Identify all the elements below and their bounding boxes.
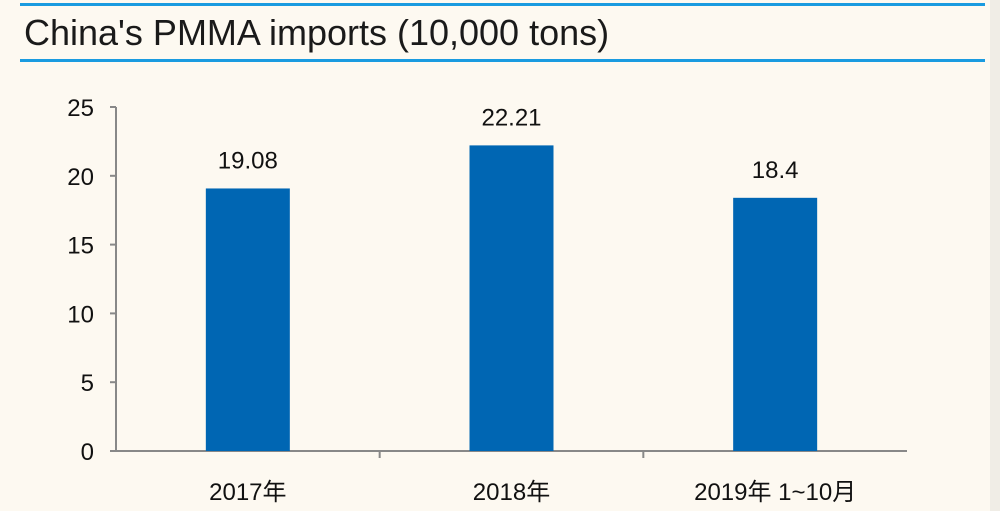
- data-label: 22.21: [481, 104, 541, 131]
- y-tick-label: 25: [67, 95, 94, 122]
- top-rule: [20, 3, 985, 6]
- x-tick-label: 2017年: [209, 479, 286, 506]
- y-tick-label: 0: [81, 439, 94, 466]
- chart-title: China's PMMA imports (10,000 tons): [24, 12, 610, 53]
- y-tick-label: 5: [81, 370, 94, 397]
- data-label: 18.4: [752, 157, 799, 184]
- y-tick-label: 20: [67, 164, 94, 191]
- title-underline: [20, 59, 985, 62]
- x-tick-label: 2019年 1~10月: [694, 479, 856, 506]
- bar: [205, 188, 290, 451]
- bar: [733, 197, 818, 451]
- data-label: 19.08: [218, 147, 278, 174]
- x-tick-label: 2018年: [473, 479, 550, 506]
- bar: [469, 145, 554, 452]
- y-tick-label: 10: [67, 301, 94, 328]
- right-edge: [990, 0, 1000, 511]
- y-tick-label: 15: [67, 233, 94, 260]
